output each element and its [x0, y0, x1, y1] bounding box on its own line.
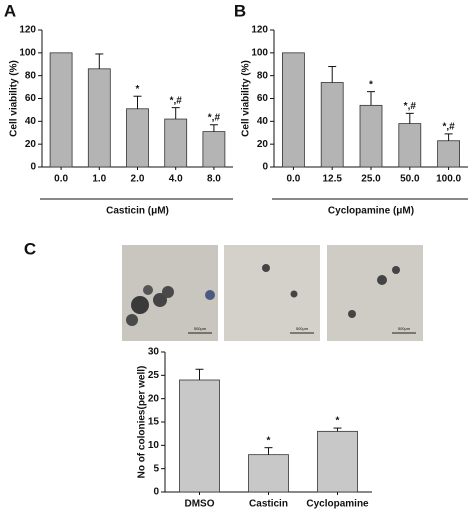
- bar: [317, 430, 358, 493]
- y-tick-label: 60: [25, 93, 37, 104]
- panel-label: C: [24, 239, 36, 258]
- bar: [164, 118, 188, 168]
- bar: [320, 82, 344, 168]
- colony: [162, 286, 174, 298]
- colony: [205, 290, 215, 300]
- bar: [87, 68, 111, 168]
- x-tick-label: 8.0: [207, 174, 221, 185]
- colony: [126, 314, 138, 326]
- x-tick-label: 25.0: [361, 174, 381, 185]
- x-axis-label: Casticin (μM): [106, 206, 169, 217]
- y-axis-label: Cell viability (%): [241, 60, 252, 137]
- x-tick-label: 100.0: [436, 174, 461, 185]
- y-tick-label: 100: [19, 47, 36, 58]
- y-tick-label: 10: [148, 440, 160, 451]
- bar: [281, 52, 305, 168]
- colony: [262, 264, 270, 272]
- bar: [398, 123, 422, 168]
- x-tick-label: 50.0: [400, 174, 420, 185]
- y-tick-label: 0: [153, 487, 159, 498]
- x-tick-label: 2.0: [131, 174, 145, 185]
- bar: [126, 108, 149, 168]
- colony-images: 500μm 500μm 500μm: [122, 245, 423, 341]
- y-axis-label: Cell viability (%): [9, 60, 20, 137]
- colony: [290, 290, 298, 298]
- significance-mark: *,#: [208, 112, 221, 123]
- x-tick-label: Cyclopamine: [306, 499, 369, 510]
- significance-mark: *: [136, 84, 140, 95]
- y-tick-label: 80: [25, 70, 37, 81]
- bar: [437, 140, 461, 168]
- y-tick-label: 120: [19, 25, 36, 36]
- x-tick-label: DMSO: [185, 499, 215, 510]
- y-tick-label: 30: [148, 347, 160, 358]
- y-tick-label: 60: [257, 93, 269, 104]
- y-tick-label: 20: [257, 139, 269, 150]
- y-tick-label: 100: [251, 47, 268, 58]
- y-tick-label: 0: [262, 162, 268, 173]
- y-axis-label: No of colonies(per well): [137, 366, 148, 479]
- bar: [49, 52, 73, 168]
- bar: [179, 379, 220, 493]
- y-tick-label: 80: [257, 70, 269, 81]
- x-tick-label: Casticin: [249, 499, 288, 510]
- scale-label: 500μm: [398, 326, 411, 331]
- x-tick-label: 4.0: [169, 174, 183, 185]
- colony: [348, 310, 356, 318]
- significance-mark: *: [336, 416, 340, 427]
- x-tick-label: 12.5: [322, 174, 342, 185]
- panel-label: B: [234, 1, 246, 20]
- significance-mark: *: [267, 435, 271, 446]
- significance-mark: *,#: [404, 101, 417, 112]
- x-tick-label: 1.0: [92, 174, 106, 185]
- significance-mark: *,#: [170, 95, 183, 106]
- bar: [248, 454, 289, 493]
- significance-mark: *: [369, 79, 373, 90]
- significance-mark: *,#: [442, 122, 455, 133]
- colony: [392, 266, 400, 274]
- colony: [153, 293, 167, 307]
- image: [327, 245, 423, 341]
- colony: [143, 285, 153, 295]
- x-tick-label: 0.0: [54, 174, 68, 185]
- y-tick-label: 20: [148, 393, 160, 404]
- y-tick-label: 5: [153, 463, 159, 474]
- colony: [131, 296, 149, 314]
- y-tick-label: 20: [25, 139, 37, 150]
- y-tick-label: 25: [148, 370, 160, 381]
- bar: [202, 131, 226, 168]
- x-axis-label: Cyclopamine (μM): [328, 206, 414, 217]
- y-tick-label: 15: [148, 417, 160, 428]
- colony: [377, 275, 387, 285]
- y-tick-label: 40: [25, 116, 37, 127]
- panel-label: A: [4, 1, 16, 20]
- scale-label: 500μm: [296, 326, 309, 331]
- y-tick-label: 120: [251, 25, 268, 36]
- scale-label: 500μm: [194, 326, 207, 331]
- image: [224, 245, 320, 341]
- x-tick-label: 0.0: [286, 174, 300, 185]
- bar: [359, 104, 383, 168]
- y-tick-label: 0: [30, 162, 36, 173]
- y-tick-label: 40: [257, 116, 269, 127]
